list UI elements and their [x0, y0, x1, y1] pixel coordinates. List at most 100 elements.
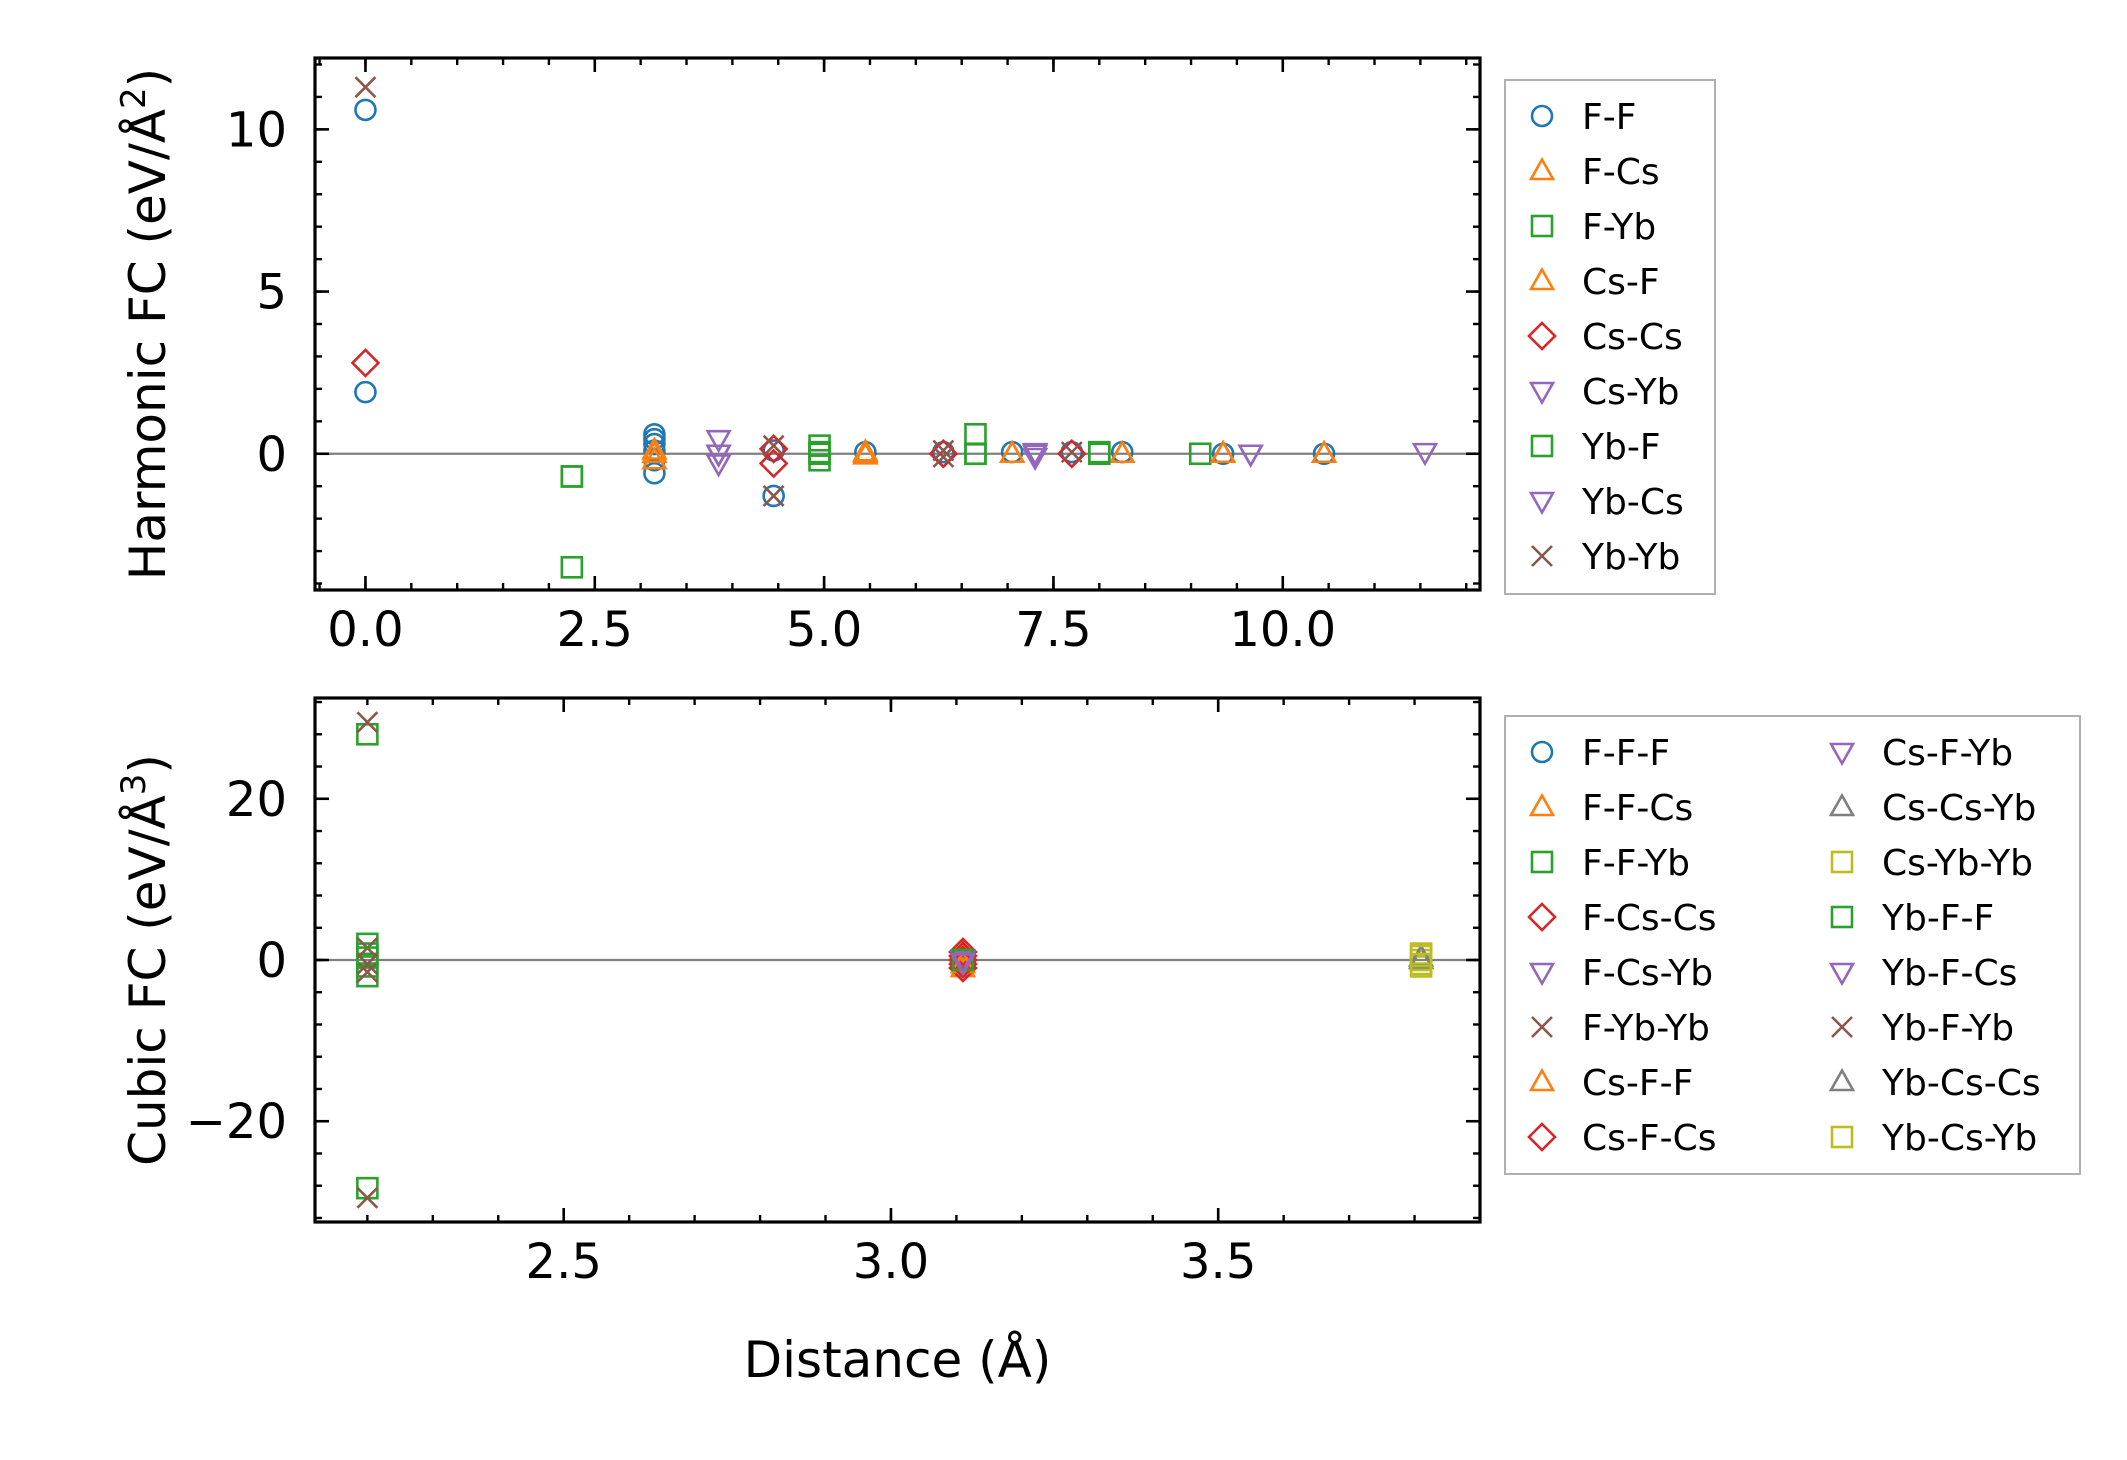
top-point-Cs-F	[1310, 439, 1338, 464]
bottom-legend-marker-Yb-F-F	[1830, 905, 1854, 929]
top-legend: F-F F-Cs F-Yb Cs-F Cs-Cs Cs-Yb Yb-F Yb-Cs Yb-Yb	[1504, 79, 1716, 595]
bottom-point-F-Yb-Yb	[356, 961, 379, 984]
bottom-legend-marker-F-F-Cs	[1528, 792, 1556, 817]
top-legend-label: F-Yb	[1582, 207, 1656, 248]
bottom-legend-label: F-Cs-Cs	[1582, 898, 1716, 939]
bottom-point-Yb-F-Cs	[949, 953, 977, 977]
bottom-y-tick-label: 20	[226, 772, 287, 828]
bottom-point-Yb-F-F	[951, 948, 975, 972]
top-point-Cs-Yb	[1021, 447, 1049, 472]
top-point-Cs-Yb	[705, 429, 732, 454]
bottom-legend-label: Yb-Cs-Cs	[1881, 1063, 2041, 1104]
bottom-legend-marker-F-F-F	[1530, 740, 1554, 764]
top-point-Yb-Yb	[932, 446, 955, 468]
bottom-legend-label: Yb-Cs-Yb	[1881, 1118, 2037, 1159]
top-point-F-Yb	[560, 555, 584, 579]
bottom-legend-marker-Cs-F-Yb	[1828, 742, 1856, 767]
bottom-legend-label: Cs-Yb-Yb	[1882, 843, 2033, 884]
bottom-x-tick-label: 3.0	[853, 1234, 929, 1290]
bottom-legend-marker-Yb-F-Cs	[1828, 962, 1856, 987]
top-point-Yb-Yb	[1060, 441, 1083, 464]
bottom-legend-label: F-Yb-Yb	[1582, 1008, 1710, 1049]
bottom-x-tick-label: 2.5	[526, 1234, 602, 1290]
bottom-legend-marker-Yb-Cs-Cs	[1828, 1067, 1856, 1092]
top-point-Cs-Yb	[1411, 442, 1439, 467]
bottom-y-tick-label: −20	[186, 1094, 287, 1150]
bottom-point-F-F-Yb	[356, 722, 379, 746]
top-legend-marker-Cs-Yb	[1528, 381, 1556, 406]
bottom-legend-marker-F-Cs-Cs	[1527, 902, 1557, 932]
top-point-Cs-F	[1109, 439, 1136, 464]
top-point-Yb-F	[808, 442, 831, 466]
top-point-Yb-Yb	[354, 76, 377, 99]
bottom-point-F-Cs-Cs	[948, 953, 978, 983]
top-point-F-F	[354, 98, 377, 122]
top-point-F-F	[643, 461, 666, 485]
bottom-legend-label: Yb-F-F	[1881, 898, 1994, 939]
top-point-Cs-F	[998, 439, 1026, 464]
bottom-x-tick-label: 3.5	[1180, 1234, 1256, 1290]
top-legend-label: Yb-F	[1581, 427, 1661, 468]
bottom-point-Yb-Cs-Yb	[1409, 952, 1433, 976]
bottom-legend-label: Cs-Cs-Yb	[1882, 788, 2036, 829]
bottom-legend-marker-F-F-Yb	[1530, 850, 1554, 874]
top-point-Cs-Cs	[350, 348, 381, 378]
bottom-point-Yb-F-Yb	[356, 953, 379, 975]
top-point-Yb-F	[964, 442, 987, 466]
top-point-Yb-F	[1088, 442, 1111, 466]
top-legend-marker-Yb-F	[1530, 434, 1554, 458]
top-x-tick-label: 0.0	[327, 602, 403, 658]
top-legend-label: Cs-Cs	[1582, 317, 1683, 358]
bottom-point-F-F-Yb	[356, 964, 379, 988]
bottom-legend-marker-Yb-F-Yb	[1831, 1016, 1853, 1038]
top-legend-marker-Cs-F	[1528, 266, 1556, 291]
bottom-y-axis-label: Cubic FC (eV/Å3)	[114, 754, 177, 1166]
top-legend-marker-F-Cs	[1528, 156, 1556, 181]
top-x-tick-label: 5.0	[786, 602, 862, 658]
top-point-Cs-F	[1209, 439, 1237, 464]
top-x-tick-label: 7.5	[1015, 602, 1091, 658]
bottom-legend-marker-F-Cs-Yb	[1528, 962, 1556, 987]
bottom-legend-label: Cs-F-Yb	[1882, 733, 2013, 774]
cubic-fc-chart: 2.5 3.0 3.5 −20 0 20 Cubic FC (eV/Å3) Distance …	[114, 696, 2081, 1389]
bottom-legend-label: F-F-F	[1582, 733, 1670, 774]
top-point-Yb-Cs	[1021, 444, 1049, 468]
top-legend-label: F-F	[1582, 97, 1636, 138]
top-point-F-Cs	[641, 446, 668, 470]
top-point-Yb-Yb	[762, 485, 785, 507]
top-point-Yb-Cs	[1237, 444, 1264, 468]
top-y-axis-label: Harmonic FC (eV/Å2)	[114, 68, 177, 580]
bottom-legend-label: Cs-F-F	[1582, 1063, 1693, 1104]
top-x-tick-label: 10.0	[1229, 602, 1336, 658]
top-x-tick-label: 2.5	[557, 602, 633, 658]
top-point-Yb-Cs	[705, 444, 732, 468]
top-point-Cs-Cs	[758, 434, 789, 464]
bottom-legend-label: F-F-Cs	[1582, 788, 1693, 829]
bottom-legend-label: Yb-F-Cs	[1881, 953, 2017, 994]
bottom-legend-marker-Cs-Cs-Yb	[1828, 792, 1856, 817]
bottom-legend-marker-Cs-Yb-Yb	[1830, 850, 1854, 874]
top-point-Cs-F	[852, 439, 879, 464]
bottom-legend-label: Cs-F-Cs	[1582, 1118, 1716, 1159]
bottom-legend-marker-F-Yb-Yb	[1531, 1016, 1553, 1038]
top-legend-marker-Yb-Yb	[1531, 545, 1553, 567]
bottom-legend-marker-Cs-F-F	[1528, 1067, 1556, 1092]
bottom-legend: F-F-F F-F-Cs F-F-Yb F-Cs-Cs F-Cs-Yb F-Yb-Yb Cs…	[1504, 715, 2081, 1175]
top-y-tick-label: 0	[256, 427, 287, 483]
top-point-F-F	[762, 484, 785, 508]
top-y-tick-label: 10	[226, 102, 287, 158]
top-point-F-F	[643, 432, 666, 456]
top-legend-marker-Cs-Cs	[1527, 321, 1557, 351]
bottom-x-axis-label: Distance (Å)	[744, 1331, 1052, 1389]
bottom-point-F-Yb-Yb	[356, 711, 379, 734]
bottom-point-Yb-F-F	[356, 946, 379, 969]
top-legend-label: Yb-Yb	[1581, 537, 1680, 578]
top-point-Cs-Cs	[1056, 438, 1087, 469]
top-point-Yb-Yb	[762, 434, 785, 457]
top-legend-label: Yb-Cs	[1581, 482, 1684, 523]
top-legend-marker-F-F	[1530, 104, 1554, 128]
bottom-y-tick-label: 0	[256, 933, 287, 989]
bottom-legend-marker-Cs-F-Cs	[1527, 1122, 1557, 1152]
bottom-point-F-Cs-Cs	[948, 937, 978, 967]
bottom-legend-label: F-Cs-Yb	[1582, 953, 1713, 994]
